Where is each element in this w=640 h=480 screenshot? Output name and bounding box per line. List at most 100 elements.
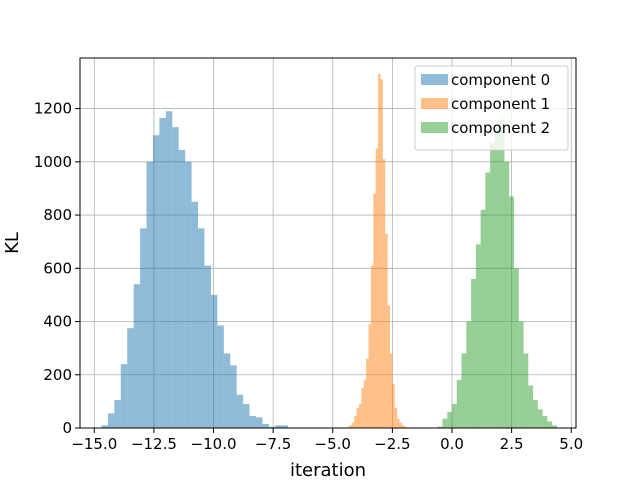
x-tick-label: 2.5 [500,435,524,453]
legend-swatch [421,98,448,109]
histogram-bar [351,422,355,428]
histogram-bar [514,268,519,428]
histogram-bar [120,364,128,428]
histogram-bar [198,228,205,428]
histogram-bar [146,161,153,429]
histogram-bar [178,149,186,428]
x-tick-label: −12.5 [131,435,177,453]
histogram-bar [523,353,529,428]
histogram-bar [456,380,462,428]
histogram-bar [185,161,192,429]
y-tick-label: 1200 [34,100,72,118]
histogram-bar [397,418,400,428]
legend-swatch [421,122,448,133]
axis-ticks: −15.0 −12.5 −10.0 −7.5 −5.0 −2.5 0.0 2.5 5.0 0 200… [34,100,583,453]
histogram-bar [475,244,481,428]
series-1-bars [347,73,407,429]
histogram-bar [382,159,386,429]
x-tick-label: −2.5 [374,435,410,453]
histogram-bar [466,321,472,428]
histogram-bar [133,284,141,428]
series-2-bars [437,119,557,429]
histogram-bar [461,353,467,428]
x-tick-label: −10.0 [191,435,237,453]
histogram-bar [101,425,108,428]
y-tick-label: 200 [43,366,72,384]
histogram-bar [471,278,476,428]
histogram-bar [152,135,160,428]
histogram-bar [243,404,250,428]
histogram-bar [159,117,166,428]
y-tick-label: 0 [62,419,72,437]
histogram-bar [255,417,263,428]
histogram-bar [281,425,289,428]
histogram-bar [375,148,379,428]
histogram-bars [101,73,557,429]
histogram-bar [533,400,538,428]
histogram-bar [275,425,282,428]
histogram-bar [172,127,179,429]
histogram-bar [107,413,115,428]
x-tick-label: −15.0 [71,435,117,453]
legend-items: component 0 component 1 component 2 [421,71,550,137]
histogram-bar [442,418,448,428]
histogram-bar [370,265,374,428]
histogram-bar [528,385,534,428]
histogram-bar [210,294,218,428]
histogram-bar [268,426,276,428]
histogram-bar [359,404,362,428]
histogram-bar [452,404,457,428]
legend-label: component 0 [451,71,550,89]
histogram-bar [518,321,524,428]
histogram-bar [447,412,452,428]
histogram-bar [114,400,121,428]
histogram-bar [366,358,369,428]
histogram-bar [361,388,364,428]
legend-swatch [421,74,448,85]
histogram-bar [547,421,553,428]
histogram-bar [392,384,395,428]
histogram-bar [356,408,359,428]
histogram-bar [191,201,199,428]
legend-label: component 2 [451,119,550,137]
histogram-bar [401,425,405,428]
histogram-bar [230,365,237,428]
series-0-bars [101,111,289,429]
histogram-bar [504,161,510,429]
histogram-bar [378,73,381,428]
histogram-bar [140,228,147,428]
histogram-bar [437,426,443,428]
histogram-bar [368,324,371,428]
histogram-bar [537,409,543,428]
histogram-bar [490,143,495,428]
histogram-bar [165,111,173,428]
histogram-bar [494,127,500,429]
y-tick-label: 400 [43,313,72,331]
histogram-bar [349,425,352,428]
histogram-bar [262,424,269,428]
x-axis-label: iteration [290,460,366,480]
histogram-bar [509,196,514,428]
histogram-bar [249,416,256,428]
histogram-bar [390,353,393,428]
histogram-bar [385,233,388,428]
histogram-bar [404,426,407,428]
histogram-bar [223,353,231,428]
histogram-bar [485,172,491,428]
histogram-bar [380,79,383,428]
histogram-bar [236,394,244,428]
histogram-bar [480,209,486,428]
histogram-bar [542,416,548,428]
histogram-bar [217,325,224,428]
axes-frame [79,57,577,429]
legend-box [414,65,569,151]
x-tick-label: 5.0 [559,435,583,453]
y-tick-label: 800 [43,206,72,224]
histogram-bar [499,119,505,428]
histogram-bar [363,380,367,428]
histogram-bar [373,193,376,428]
legend-label: component 1 [451,95,550,113]
legend: component 0 component 1 component 2 [414,65,569,151]
histogram-bar [127,328,134,428]
